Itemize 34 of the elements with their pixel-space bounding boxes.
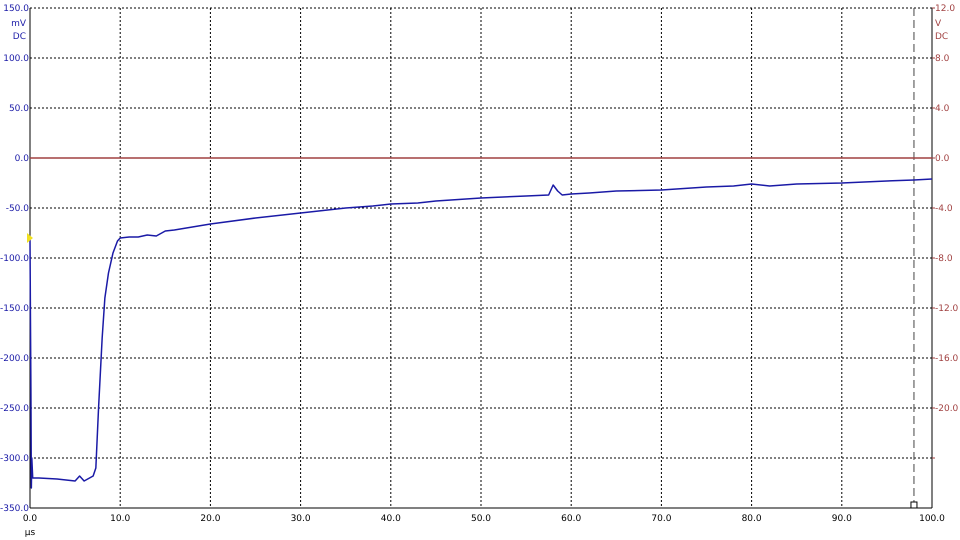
y2-tick-label: -20.0 — [935, 404, 959, 414]
y-tick-label: -200.0 — [0, 354, 30, 364]
x-tick-label: 100.0 — [919, 514, 946, 524]
y-tick-label: 0.0 — [14, 154, 30, 164]
y2-tick-label: -12.0 — [935, 304, 959, 314]
x-tick-label: 40.0 — [380, 514, 402, 524]
x-axis-title: µs — [24, 528, 36, 538]
y-tick-label: -250.0 — [0, 404, 30, 414]
x-tick-label: 30.0 — [290, 514, 311, 524]
y2-tick-label: 12.0 — [935, 4, 956, 14]
y-tick-label: -150.0 — [0, 304, 30, 314]
y2-axis-title: V DC — [935, 19, 948, 42]
x-tick-label: 70.0 — [651, 514, 672, 524]
x-tick-label: 20.0 — [200, 514, 221, 524]
y2-tick-label: -16.0 — [935, 354, 959, 364]
y-tick-label: 100.0 — [3, 54, 30, 64]
y-tick-label: 150.0 — [3, 4, 30, 14]
x-tick-label: 60.0 — [561, 514, 582, 524]
y2-tick-label: 4.0 — [935, 104, 950, 114]
y2-tick-label: 8.0 — [935, 54, 950, 64]
y-axis-title: mV DC — [11, 19, 27, 42]
y2-tick-label: -4.0 — [935, 204, 953, 214]
y-tick-label: -100.0 — [0, 254, 30, 264]
y-tick-label: -350.0 — [0, 504, 30, 514]
y2-tick-label: 0.0 — [935, 154, 950, 164]
y2-tick-label: -8.0 — [935, 254, 953, 264]
x-tick-label: 50.0 — [470, 514, 492, 524]
y-tick-label: -50.0 — [6, 204, 30, 214]
x-tick-label: 90.0 — [832, 514, 852, 524]
x-tick-label: 80.0 — [742, 514, 762, 524]
y-tick-label: 50.0 — [8, 104, 30, 114]
y-tick-label: -300.0 — [0, 454, 30, 464]
x-tick-label: 0.0 — [22, 514, 38, 524]
x-tick-label: 10.0 — [110, 514, 130, 524]
